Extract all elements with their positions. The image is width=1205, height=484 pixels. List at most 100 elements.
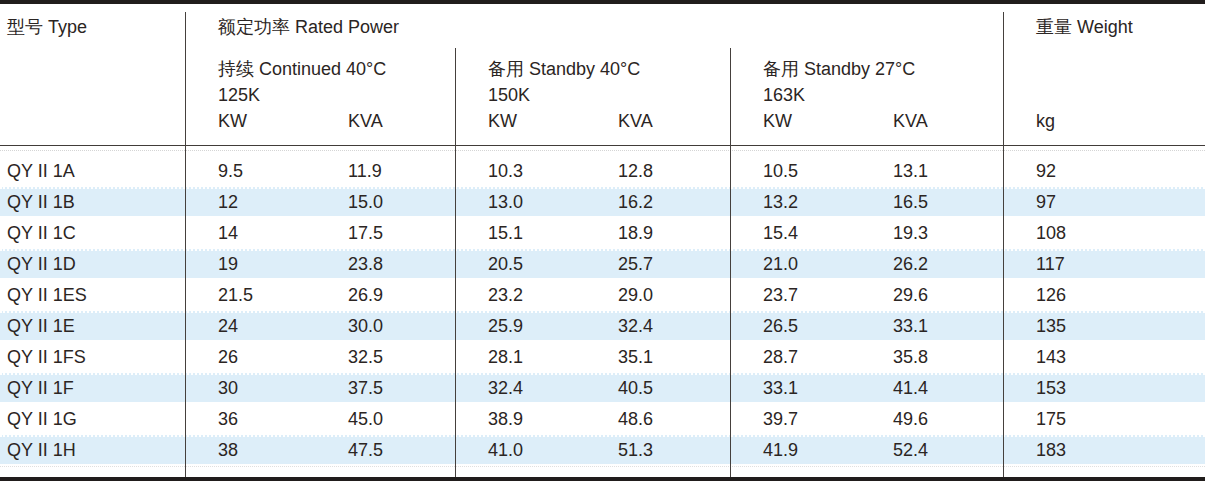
cell-continued-kva: 47.5 [348, 440, 383, 461]
table-row: QY II 1FS 2632.5 28.135.1 28.735.8 143 [0, 342, 1205, 373]
cell-continued-kva: 26.9 [348, 285, 383, 306]
header-continued-40c-units: KW KVA [218, 108, 383, 134]
column-divider-type [185, 12, 186, 477]
table-bottom-border [0, 477, 1205, 481]
cell-standby27-kva: 41.4 [893, 378, 928, 399]
cell-continued: 2632.5 [185, 347, 455, 368]
table-body: QY II 1A 9.511.9 10.312.8 10.513.1 92 QY… [0, 156, 1205, 477]
header-standby40-kva-label: KVA [618, 108, 653, 134]
cell-continued: 3037.5 [185, 378, 455, 399]
cell-standby40-kva: 18.9 [618, 223, 653, 244]
header-standby27-kw-label: KW [763, 108, 893, 134]
cell-type: QY II 1F [0, 378, 185, 399]
cell-standby40-kw: 38.9 [488, 409, 618, 430]
cell-weight: 126 [1003, 285, 1205, 306]
header-standby-27c-units: KW KVA [763, 108, 928, 134]
column-divider-continued [455, 48, 456, 477]
column-divider-weight [1003, 12, 1004, 477]
cell-standby27-kva: 16.5 [893, 192, 928, 213]
header-continued-kw-label: KW [218, 108, 348, 134]
cell-standby40: 32.440.5 [455, 378, 730, 399]
cell-weight: 183 [1003, 440, 1205, 461]
cell-standby27: 26.533.1 [730, 316, 1003, 337]
table-row: QY II 1H 3847.5 41.051.3 41.952.4 183 [0, 435, 1205, 466]
cell-continued-kva: 45.0 [348, 409, 383, 430]
cell-standby40-kw: 25.9 [488, 316, 618, 337]
cell-standby27-kva: 19.3 [893, 223, 928, 244]
cell-continued: 1417.5 [185, 223, 455, 244]
cell-continued-kva: 23.8 [348, 254, 383, 275]
header-rated-power: 额定功率 Rated Power [218, 14, 399, 40]
cell-continued-kw: 12 [218, 192, 348, 213]
cell-standby27-kw: 21.0 [763, 254, 893, 275]
cell-continued-kva: 15.0 [348, 192, 383, 213]
header-weight: 重量 Weight [1036, 14, 1133, 40]
cell-standby40-kw: 15.1 [488, 223, 618, 244]
header-type: 型号 Type [7, 14, 87, 40]
table-row: QY II 1ES 21.526.9 23.229.0 23.729.6 126 [0, 280, 1205, 311]
table-row: QY II 1B 1215.0 13.016.2 13.216.5 97 [0, 187, 1205, 218]
table-row: QY II 1D 1923.8 20.525.7 21.026.2 117 [0, 249, 1205, 280]
cell-continued: 9.511.9 [185, 161, 455, 182]
header-dotted-separator [0, 150, 1205, 151]
header-standby-27c-title: 备用 Standby 27°C [763, 56, 915, 82]
cell-standby27-kva: 26.2 [893, 254, 928, 275]
cell-standby27-kw: 33.1 [763, 378, 893, 399]
cell-standby40-kva: 48.6 [618, 409, 653, 430]
cell-continued-kva: 17.5 [348, 223, 383, 244]
cell-continued-kva: 11.9 [348, 161, 382, 182]
cell-standby40: 41.051.3 [455, 440, 730, 461]
spec-table-page: 型号 Type 额定功率 Rated Power 重量 Weight 持续 Co… [0, 0, 1205, 484]
cell-standby40-kw: 10.3 [488, 161, 618, 182]
cell-standby40: 15.118.9 [455, 223, 730, 244]
cell-standby27-kva: 33.1 [893, 316, 928, 337]
cell-continued-kw: 36 [218, 409, 348, 430]
cell-standby27: 13.216.5 [730, 192, 1003, 213]
cell-continued-kw: 19 [218, 254, 348, 275]
cell-continued-kva: 32.5 [348, 347, 383, 368]
cell-standby27-kw: 10.5 [763, 161, 893, 182]
cell-type: QY II 1A [0, 161, 185, 182]
cell-standby40-kw: 20.5 [488, 254, 618, 275]
cell-standby27: 33.141.4 [730, 378, 1003, 399]
cell-standby27: 10.513.1 [730, 161, 1003, 182]
cell-standby40-kw: 32.4 [488, 378, 618, 399]
cell-standby27-kva: 35.8 [893, 347, 928, 368]
cell-standby40-kva: 16.2 [618, 192, 653, 213]
cell-continued: 1215.0 [185, 192, 455, 213]
cell-standby40: 23.229.0 [455, 285, 730, 306]
cell-standby40-kva: 35.1 [618, 347, 653, 368]
cell-standby40: 28.135.1 [455, 347, 730, 368]
header-separator-line [0, 145, 1205, 146]
table-row: QY II 1C 1417.5 15.118.9 15.419.3 108 [0, 218, 1205, 249]
cell-standby40-kw: 41.0 [488, 440, 618, 461]
cell-continued: 3847.5 [185, 440, 455, 461]
table-top-border [0, 0, 1205, 4]
cell-standby40-kva: 12.8 [618, 161, 653, 182]
cell-weight: 153 [1003, 378, 1205, 399]
header-standby40-kw-label: KW [488, 108, 618, 134]
cell-standby27-kva: 29.6 [893, 285, 928, 306]
cell-standby40: 10.312.8 [455, 161, 730, 182]
header-standby-40c-units: KW KVA [488, 108, 653, 134]
header-standby27-kva-label: KVA [893, 108, 928, 134]
cell-standby27-kw: 26.5 [763, 316, 893, 337]
cell-standby40: 25.932.4 [455, 316, 730, 337]
header-standby-40c-title: 备用 Standby 40°C [488, 56, 640, 82]
cell-standby40-kva: 51.3 [618, 440, 653, 461]
cell-weight: 92 [1003, 161, 1205, 182]
cell-standby40-kva: 25.7 [618, 254, 653, 275]
cell-continued: 1923.8 [185, 254, 455, 275]
cell-standby27-kva: 52.4 [893, 440, 928, 461]
cell-standby40-kva: 32.4 [618, 316, 653, 337]
header-standby-27c-class: 163K [763, 82, 805, 108]
cell-continued: 21.526.9 [185, 285, 455, 306]
cell-continued-kva: 30.0 [348, 316, 383, 337]
table-row: QY II 1F 3037.5 32.440.5 33.141.4 153 [0, 373, 1205, 404]
cell-standby27-kw: 13.2 [763, 192, 893, 213]
header-continued-kva-label: KVA [348, 108, 383, 134]
header-continued-40c-title: 持续 Continued 40°C [218, 56, 386, 82]
cell-standby27: 23.729.6 [730, 285, 1003, 306]
cell-standby40-kw: 23.2 [488, 285, 618, 306]
table-row: QY II 1E 2430.0 25.932.4 26.533.1 135 [0, 311, 1205, 342]
